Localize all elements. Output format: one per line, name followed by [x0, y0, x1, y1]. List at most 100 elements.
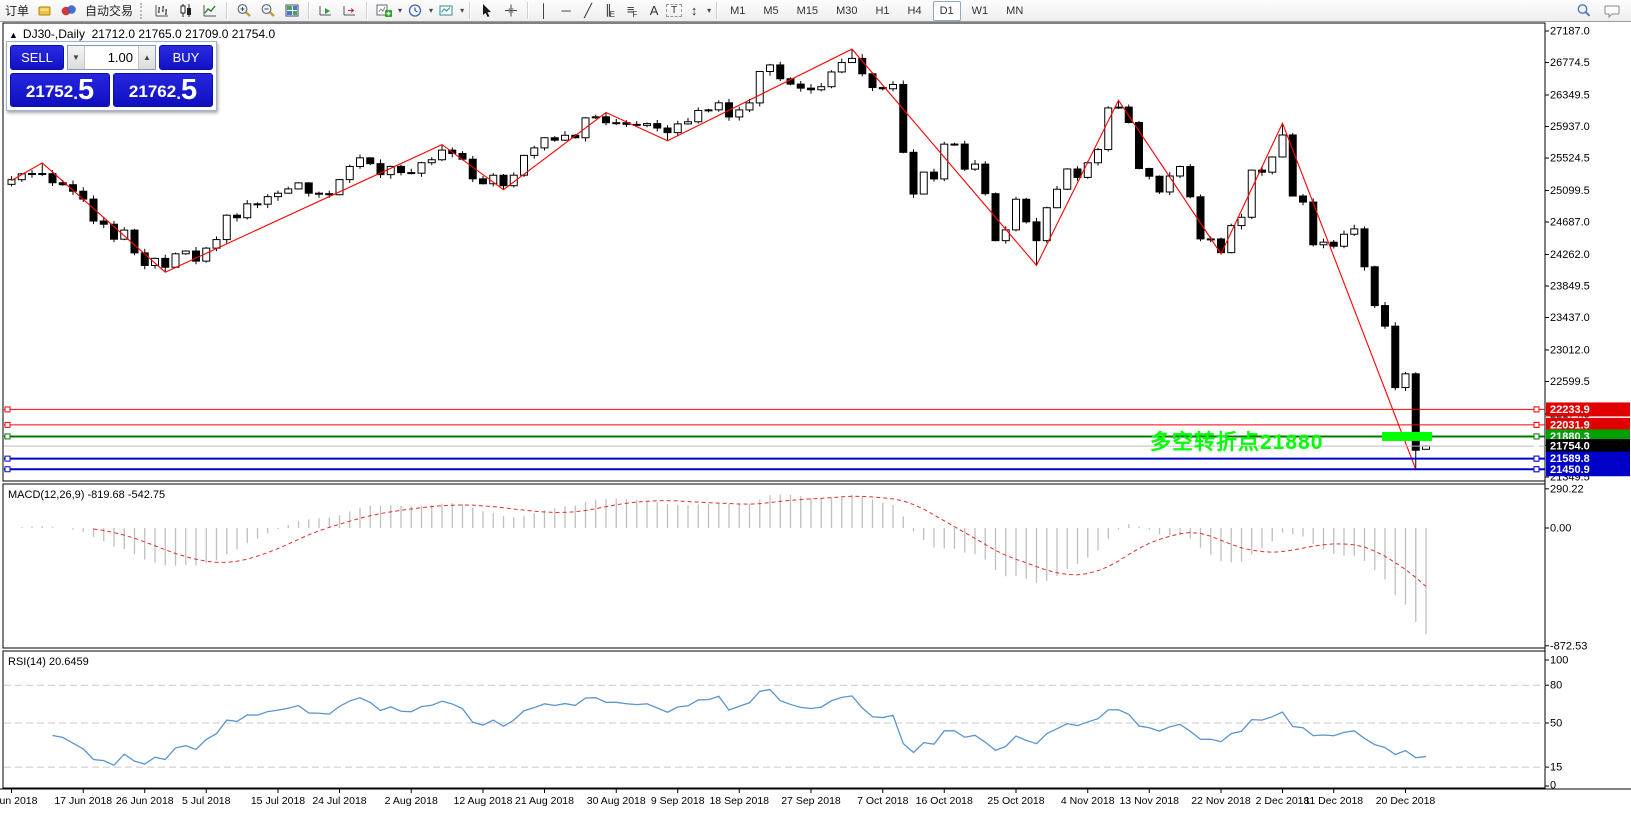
- candle-bull: [386, 165, 395, 176]
- candle-bull: [684, 121, 692, 125]
- sell-price-main: 21752: [25, 82, 74, 101]
- horizontal-line-tool-icon[interactable]: ─: [561, 3, 571, 18]
- collapse-triangle-icon[interactable]: ▲: [9, 30, 18, 40]
- profiles-clock-icon[interactable]: [404, 1, 426, 20]
- candle-bull: [1165, 175, 1174, 193]
- tile-windows-icon[interactable]: [281, 1, 303, 20]
- candle-bull: [889, 83, 897, 90]
- candle-bear: [69, 184, 77, 192]
- search-icon[interactable]: [1573, 1, 1595, 20]
- price-badge-label: 21754.0: [1550, 441, 1590, 453]
- new-order-icon[interactable]: [34, 1, 56, 20]
- macd-signal-line: [93, 495, 1427, 587]
- date-axis-label: 12 Aug 2018: [454, 795, 513, 807]
- channel-tool-icon[interactable]: ∥E: [605, 1, 615, 20]
- arrows-tool-caret[interactable]: ▾: [707, 6, 712, 15]
- buy-price[interactable]: 21762. 5: [113, 73, 213, 107]
- line-handle[interactable]: [4, 406, 11, 413]
- bar-chart-icon[interactable]: [151, 1, 173, 20]
- candle-bear: [1411, 373, 1420, 451]
- candle-bull: [694, 109, 703, 123]
- date-axis-label: 27 Sep 2018: [781, 795, 841, 807]
- price-axis-label: 22599.5: [1550, 376, 1590, 388]
- date-axis-label: 30 Aug 2018: [587, 795, 646, 807]
- chart-shift-icon[interactable]: [339, 1, 361, 20]
- candle-bear: [366, 157, 375, 165]
- candle-bull: [274, 192, 282, 198]
- toolbar: 订单 自动交易 ▾ ▾: [0, 0, 1631, 22]
- candle-bull: [1278, 134, 1287, 158]
- candle-bull: [745, 102, 754, 111]
- line-handle[interactable]: [4, 466, 11, 473]
- trendline-tool-icon[interactable]: ╱: [584, 2, 592, 18]
- new-chart-icon[interactable]: [373, 1, 395, 20]
- volume-increase-button[interactable]: ▲: [138, 46, 155, 69]
- profiles-caret[interactable]: ▾: [429, 6, 434, 15]
- templates-icon[interactable]: [435, 1, 457, 20]
- tf-button-w1[interactable]: W1: [971, 4, 989, 17]
- candle-bear: [161, 257, 170, 268]
- zigzag-line[interactable]: [11, 48, 1417, 470]
- badge-handle: [1533, 455, 1540, 462]
- volume-decrease-button[interactable]: ▼: [68, 46, 85, 69]
- candle-bull: [827, 71, 836, 88]
- line-handle[interactable]: [4, 455, 11, 462]
- tf-button-h4[interactable]: H4: [907, 4, 922, 17]
- tf-button-d1[interactable]: D1: [932, 0, 961, 21]
- candle-bull: [263, 196, 272, 205]
- sell-button[interactable]: SELL: [10, 45, 64, 70]
- candle-bear: [663, 127, 672, 134]
- candle-bull: [1063, 168, 1072, 190]
- price-axis-label: 25937.0: [1550, 121, 1590, 133]
- candle-bear: [960, 143, 969, 170]
- toolbar-separator: [226, 2, 229, 19]
- text-label-tool-icon[interactable]: T: [666, 4, 683, 17]
- macd-panel[interactable]: [2, 483, 1546, 649]
- tf-button-m5[interactable]: M5: [763, 4, 779, 17]
- price-badge: [1546, 402, 1630, 417]
- sell-price[interactable]: 21752. 5: [10, 73, 110, 107]
- tf-button-m15[interactable]: M15: [796, 4, 819, 17]
- candlestick-chart-icon[interactable]: [175, 1, 197, 20]
- line-handle[interactable]: [4, 421, 11, 428]
- date-axis-label: 4 Nov 2018: [1061, 795, 1115, 807]
- new-chart-caret[interactable]: ▾: [398, 6, 403, 15]
- candle-bull: [837, 62, 846, 73]
- main-chart-panel[interactable]: [2, 22, 1546, 482]
- text-tool-icon[interactable]: A: [649, 3, 659, 18]
- line-handle[interactable]: [4, 433, 11, 440]
- candle-bull: [181, 250, 190, 255]
- level-highlight-bar[interactable]: [1382, 431, 1432, 441]
- chat-icon[interactable]: [1601, 1, 1623, 20]
- price-axis-label: 25099.5: [1550, 185, 1590, 197]
- fibonacci-tool-icon[interactable]: ≡F: [626, 1, 638, 20]
- macd-axis-label: -872.53: [1550, 640, 1587, 652]
- candle-bear: [1381, 305, 1389, 327]
- templates-caret[interactable]: ▾: [460, 6, 465, 15]
- arrows-tool-icon[interactable]: ↕: [690, 3, 698, 18]
- zoom-out-icon[interactable]: [257, 1, 279, 20]
- crosshair-icon[interactable]: [500, 1, 522, 20]
- line-chart-icon[interactable]: [199, 1, 221, 20]
- tf-button-mn[interactable]: MN: [1006, 4, 1024, 17]
- date-axis-label: 24 Jul 2018: [312, 795, 366, 807]
- tf-button-m1[interactable]: M1: [730, 4, 746, 17]
- tf-button-h1[interactable]: H1: [875, 4, 890, 17]
- tf-button-m30[interactable]: M30: [836, 4, 858, 17]
- orders-label[interactable]: 订单: [5, 4, 30, 18]
- zoom-in-icon[interactable]: [233, 1, 255, 20]
- auto-scroll-icon[interactable]: [315, 1, 337, 20]
- candle-bear: [653, 123, 662, 129]
- autotrading-icon[interactable]: [58, 1, 80, 20]
- autotrading-label[interactable]: 自动交易: [85, 4, 134, 18]
- vertical-line-tool-icon[interactable]: │: [540, 3, 549, 18]
- volume-value[interactable]: 1.00: [107, 50, 133, 65]
- buy-button[interactable]: BUY: [159, 45, 213, 70]
- candle-bear: [253, 203, 262, 206]
- candle-bear: [1258, 169, 1266, 173]
- price-axis-label: 27187.0: [1550, 26, 1590, 38]
- candle-bull: [1340, 233, 1348, 247]
- cursor-icon[interactable]: [476, 1, 498, 20]
- turning-point-annotation[interactable]: 多空转折点21880: [1150, 431, 1324, 454]
